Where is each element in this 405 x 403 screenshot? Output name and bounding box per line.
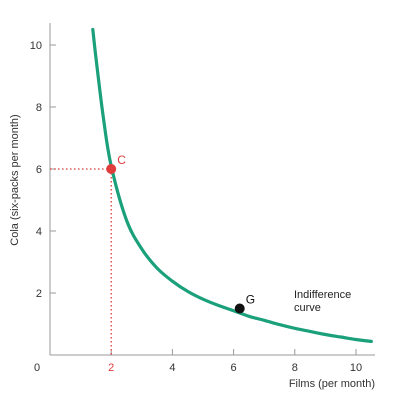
y-axis-ticks: 2 4 6 8 10 — [30, 40, 56, 300]
points-layer: CG — [106, 153, 255, 314]
y-tick-label-4: 4 — [36, 226, 42, 238]
x-tick-label-0: 0 — [34, 362, 40, 374]
indifference-curve-line — [91, 27, 373, 343]
y-tick-label-6: 6 — [36, 164, 42, 176]
y-tick-label-8: 8 — [36, 102, 42, 114]
point-c-marker — [106, 164, 117, 174]
annotation-line-1: Indifference — [294, 289, 351, 301]
x-tick-label-2: 2 — [108, 362, 114, 374]
indifference-curve-label: Indifference curve — [294, 289, 354, 314]
y-axis-title: Cola (six-packs per month) — [9, 114, 21, 245]
point-g-marker — [234, 303, 245, 314]
point-c-guides — [50, 168, 112, 355]
point-c-label: C — [117, 153, 126, 167]
point-g-label: G — [246, 293, 255, 307]
x-axis-title: Films (per month) — [289, 378, 375, 390]
x-tick-label-6: 6 — [231, 362, 237, 374]
y-tick-label-10: 10 — [30, 40, 42, 52]
x-tick-label-8: 8 — [292, 362, 298, 374]
x-tick-label-4: 4 — [169, 362, 175, 374]
x-tick-label-10: 10 — [350, 362, 362, 374]
y-tick-label-2: 2 — [36, 288, 42, 300]
annotation-line-2: curve — [294, 302, 321, 314]
series-layer — [91, 27, 373, 343]
x-axis-ticks: 0 2 4 6 8 10 — [34, 349, 362, 374]
